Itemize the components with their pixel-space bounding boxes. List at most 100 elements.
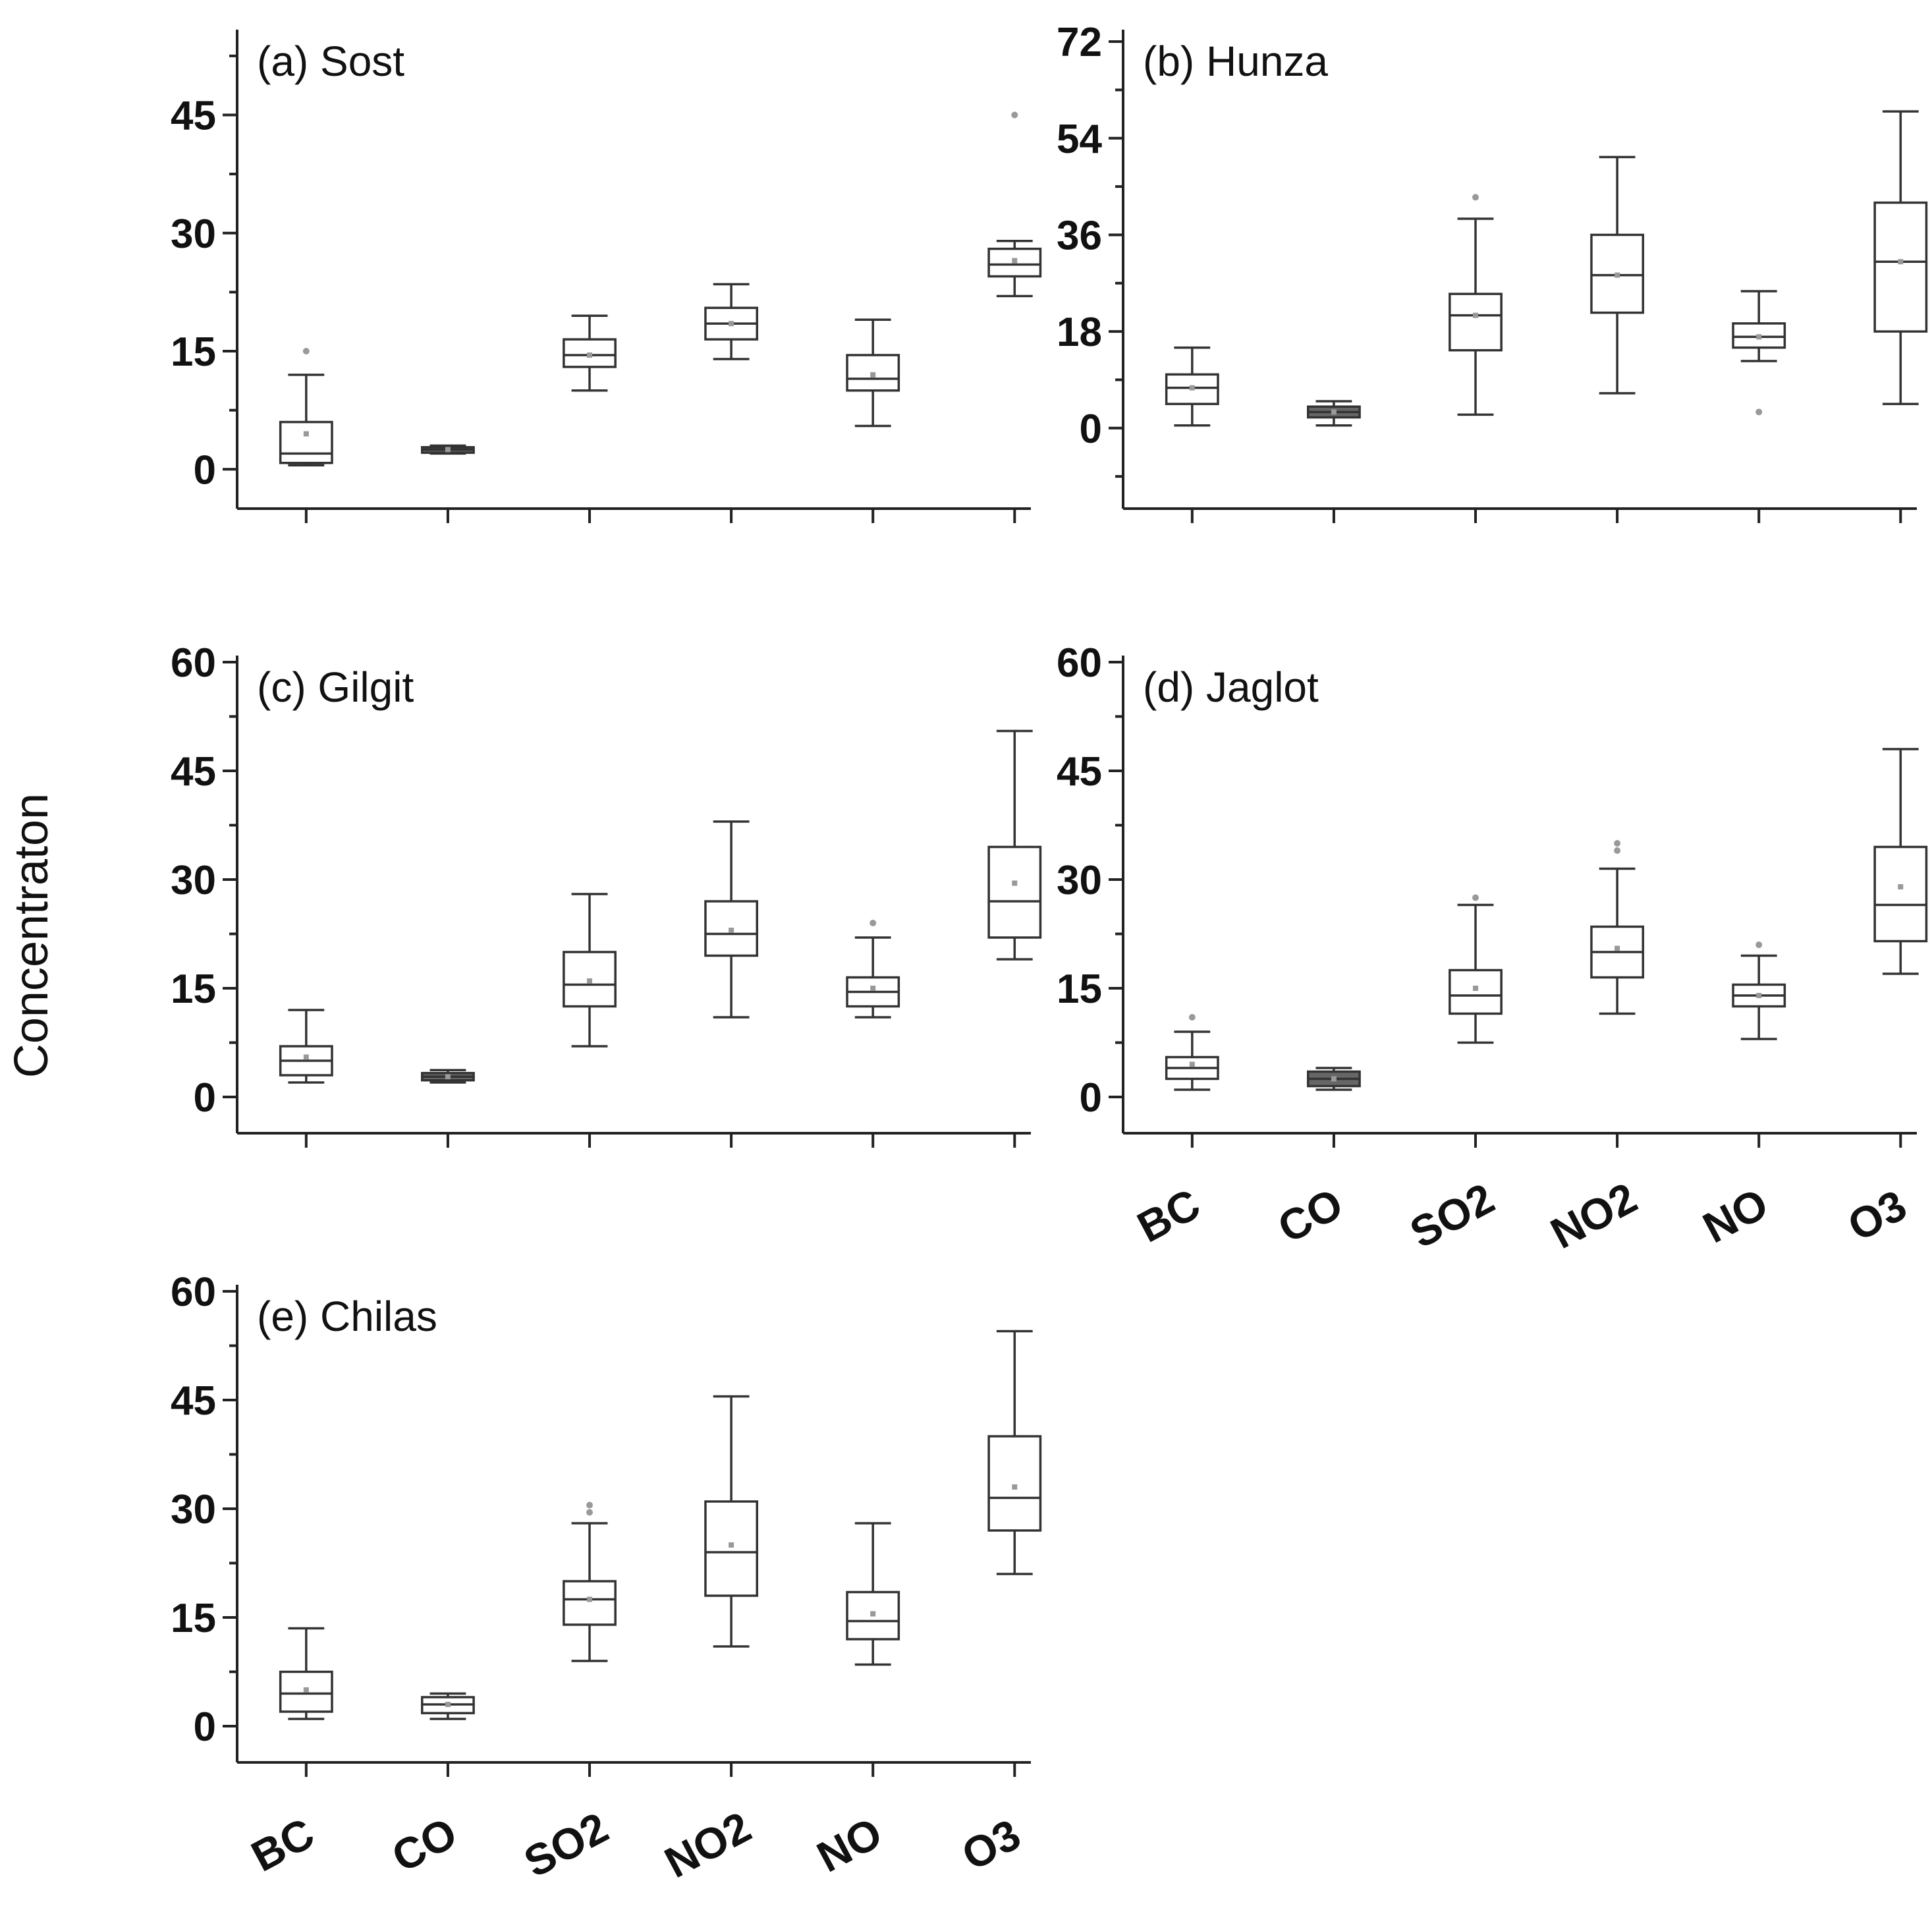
- category-label: NO2: [1543, 1173, 1645, 1258]
- panel-c: 0 15 30 45 60 (c) Gilgit: [171, 640, 1042, 1148]
- category-label: BC: [244, 1809, 322, 1881]
- y-tick-label: 15: [171, 1596, 216, 1641]
- box-so2: [563, 893, 617, 1048]
- iqr-box: [563, 1580, 617, 1626]
- mean-marker: [303, 1687, 309, 1693]
- category-label: NO2: [657, 1802, 759, 1887]
- category-label: O3: [954, 1809, 1028, 1880]
- box-bc: [1165, 346, 1219, 427]
- box-no2: [704, 283, 759, 360]
- category-label: NO: [1695, 1179, 1775, 1252]
- mean-marker: [729, 321, 734, 327]
- category-label: BC: [1130, 1179, 1208, 1252]
- outlier-point: [302, 348, 310, 354]
- outlier-point: [1472, 894, 1479, 901]
- panel-title: (b) Hunza: [1143, 38, 1328, 85]
- iqr-box: [987, 845, 1042, 939]
- box-no: [846, 920, 900, 1019]
- y-tick-label: 72: [1057, 20, 1102, 65]
- box-o3: [987, 729, 1042, 961]
- outlier-point: [1614, 847, 1621, 854]
- panel-title: (c) Gilgit: [257, 663, 414, 711]
- mean-marker: [303, 431, 309, 437]
- iqr-box: [279, 420, 333, 464]
- panel-e: 0 15 30 45 60 BC CO SO2 NO2 NO O3 (e) Chilas: [171, 1270, 1042, 1887]
- iqr-box: [1873, 201, 1928, 333]
- panel-a: 0 15 30 45 (a) Sost: [171, 30, 1042, 523]
- mean-marker: [1615, 945, 1620, 951]
- box-o3: [987, 111, 1042, 298]
- outlier-point: [1755, 408, 1763, 416]
- y-tick-label: 0: [194, 1075, 216, 1121]
- box-no: [846, 1522, 900, 1666]
- mean-marker: [1898, 259, 1904, 265]
- box-co: [421, 1692, 475, 1720]
- mean-marker: [1012, 258, 1018, 264]
- box-o3: [1873, 748, 1928, 975]
- outlier-point: [586, 1509, 593, 1516]
- box-co: [421, 1069, 475, 1084]
- iqr-box: [987, 1435, 1042, 1532]
- category-label: NO: [809, 1808, 889, 1882]
- outlier-point: [1755, 941, 1763, 948]
- y-tick-label: 0: [1080, 407, 1102, 452]
- mean-marker: [1898, 884, 1904, 889]
- y-tick-label: 54: [1057, 117, 1102, 162]
- panel-title: (e) Chilas: [257, 1293, 437, 1340]
- iqr-box: [704, 1500, 759, 1597]
- y-tick-label: 45: [171, 749, 216, 795]
- y-tick-label: 36: [1057, 213, 1102, 258]
- mean-marker: [1473, 986, 1479, 991]
- category-label: CO: [384, 1808, 464, 1882]
- category-label: SO2: [1402, 1173, 1502, 1257]
- box-so2: [1449, 894, 1503, 1044]
- box-bc: [279, 1009, 333, 1084]
- box-o3: [1873, 110, 1928, 405]
- outlier-point: [1188, 1014, 1196, 1021]
- mean-marker: [587, 978, 593, 984]
- box-no: [846, 318, 900, 428]
- y-tick-label: 30: [1057, 858, 1102, 903]
- y-tick-label: 0: [194, 1704, 216, 1750]
- y-tick-label: 15: [171, 329, 216, 375]
- box-bc: [1165, 1014, 1219, 1091]
- mean-marker: [445, 447, 451, 453]
- y-tick-label: 18: [1057, 310, 1102, 355]
- y-tick-label: 30: [171, 858, 216, 903]
- y-tick-label: 60: [1057, 640, 1102, 686]
- category-label: SO2: [516, 1803, 616, 1886]
- iqr-box: [1449, 968, 1503, 1015]
- y-tick-label: 45: [171, 94, 216, 139]
- y-tick-label: 15: [1057, 967, 1102, 1012]
- mean-marker: [870, 1611, 876, 1617]
- y-tick-label: 30: [171, 1487, 216, 1532]
- box-co: [1307, 1067, 1361, 1091]
- mean-marker: [1012, 880, 1018, 886]
- outlier-point: [586, 1501, 593, 1509]
- mean-marker: [587, 352, 593, 358]
- mean-marker: [1012, 1484, 1018, 1490]
- box-no2: [1590, 840, 1645, 1015]
- mean-marker: [1756, 993, 1762, 998]
- panel-b: 0 18 36 54 72 (b) Hunza: [1057, 20, 1928, 523]
- y-tick-label: 45: [1057, 749, 1102, 795]
- y-tick-label: 0: [194, 447, 216, 493]
- box-no2: [1590, 155, 1645, 395]
- y-axis-label: Concentraton: [5, 793, 58, 1078]
- mean-marker: [587, 1596, 593, 1602]
- box-so2: [563, 1501, 617, 1662]
- y-tick-label: 30: [171, 211, 216, 257]
- iqr-box: [1873, 845, 1928, 943]
- mean-marker: [1756, 334, 1762, 340]
- y-tick-label: 60: [171, 1270, 216, 1315]
- box-co: [1307, 400, 1361, 427]
- mean-marker: [1473, 312, 1479, 318]
- mean-marker: [1331, 1076, 1337, 1082]
- box-no2: [704, 1395, 759, 1648]
- category-label: CO: [1270, 1179, 1350, 1252]
- outlier-point: [1614, 840, 1621, 847]
- box-bc: [279, 1627, 333, 1720]
- outlier-point: [869, 920, 877, 926]
- mean-marker: [303, 1054, 309, 1060]
